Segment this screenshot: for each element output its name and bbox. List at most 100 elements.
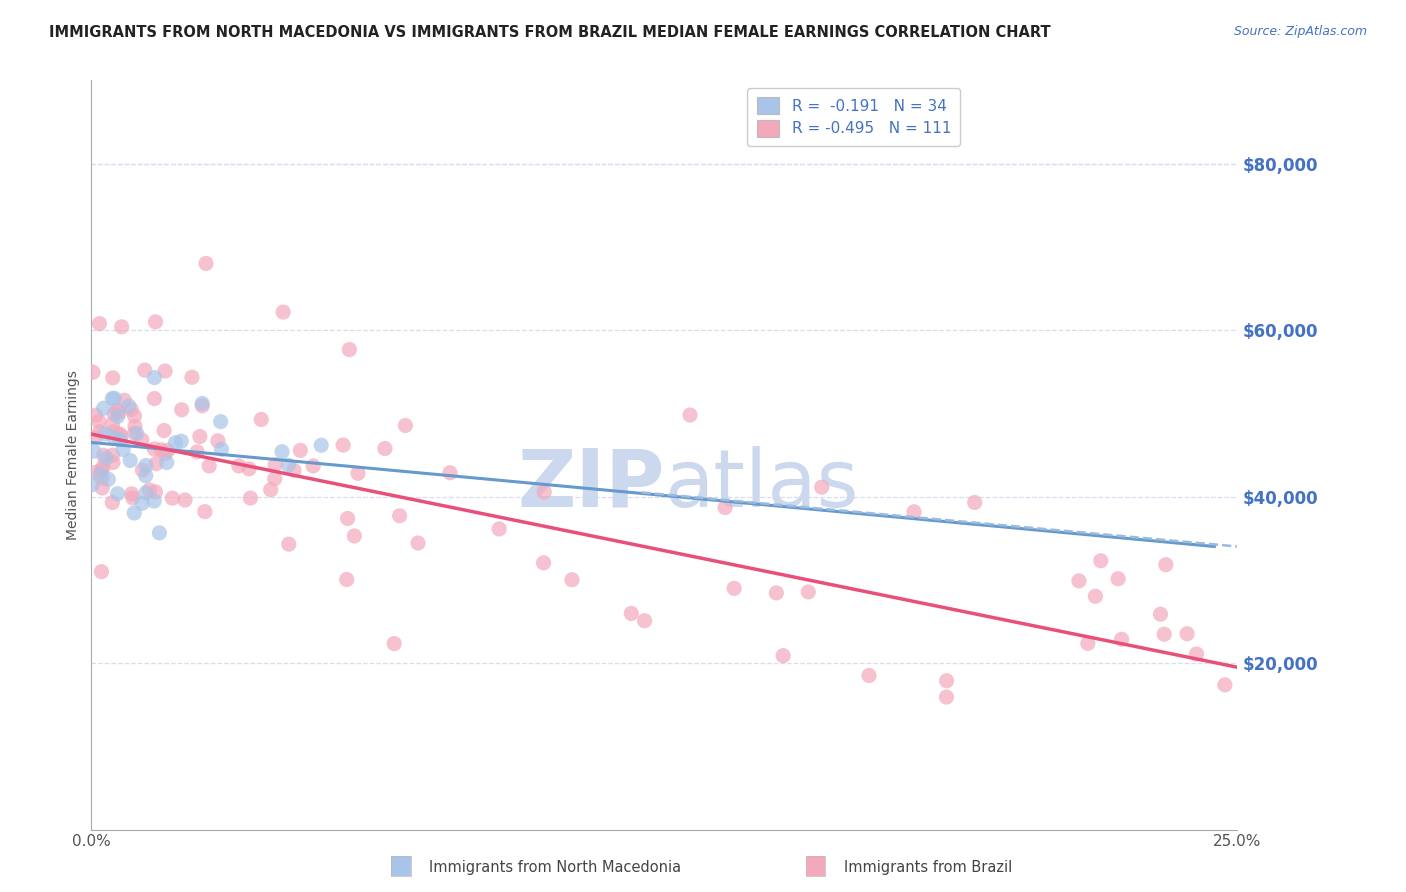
Point — [131, 463, 153, 477]
Point — [153, 364, 176, 378]
Point — [97, 472, 120, 486]
Point — [263, 472, 285, 486]
Point — [374, 442, 396, 456]
Point — [89, 317, 111, 331]
Point — [194, 505, 217, 519]
Point — [264, 458, 287, 472]
Point — [156, 456, 179, 470]
Point — [90, 463, 112, 477]
Point — [80, 478, 103, 492]
Point — [150, 442, 173, 457]
Point — [277, 537, 299, 551]
Point — [1185, 647, 1208, 661]
Point — [188, 429, 211, 443]
Point — [174, 493, 197, 508]
Point — [533, 484, 555, 499]
Point — [290, 443, 312, 458]
Point — [155, 447, 177, 461]
Point — [1084, 589, 1107, 603]
Point — [101, 448, 124, 462]
Point — [135, 458, 157, 473]
Point — [1175, 626, 1198, 640]
Point — [162, 491, 184, 505]
Point — [120, 402, 142, 417]
Point — [309, 438, 332, 452]
Point — [143, 494, 166, 508]
Text: Source: ZipAtlas.com: Source: ZipAtlas.com — [1233, 25, 1367, 38]
Point — [302, 458, 325, 473]
Point — [858, 668, 880, 682]
Point — [238, 462, 260, 476]
Point — [91, 471, 114, 485]
Point — [84, 430, 107, 444]
Point — [439, 466, 461, 480]
Point — [765, 586, 787, 600]
Point — [332, 438, 354, 452]
Text: ZIP: ZIP — [517, 446, 664, 524]
Point — [148, 525, 170, 540]
Point — [134, 363, 156, 377]
Point — [633, 614, 655, 628]
Point — [108, 433, 131, 447]
Point — [89, 467, 111, 482]
Point — [108, 406, 131, 420]
Point — [153, 424, 176, 438]
Point — [84, 408, 107, 422]
Point — [488, 522, 510, 536]
Text: Immigrants from Brazil: Immigrants from Brazil — [844, 860, 1012, 874]
Point — [107, 409, 129, 424]
Point — [121, 491, 143, 505]
Point — [101, 455, 124, 469]
Point — [1090, 554, 1112, 568]
Point — [1154, 558, 1177, 572]
Point — [145, 484, 167, 499]
Point — [810, 480, 832, 494]
Point — [394, 418, 416, 433]
Point — [82, 365, 104, 379]
Point — [103, 407, 125, 421]
Point — [186, 445, 208, 459]
Point — [772, 648, 794, 663]
Point — [250, 412, 273, 426]
Point — [191, 396, 214, 410]
Point — [122, 506, 145, 520]
Point — [347, 467, 370, 481]
Text: Immigrants from North Macedonia: Immigrants from North Macedonia — [429, 860, 682, 874]
Point — [135, 486, 157, 500]
Point — [228, 458, 250, 473]
Point — [343, 529, 366, 543]
Point — [561, 573, 583, 587]
Point — [903, 505, 925, 519]
Point — [156, 443, 179, 458]
Point — [194, 256, 217, 270]
Point — [89, 425, 111, 439]
Point — [84, 465, 107, 479]
Point — [620, 607, 643, 621]
Point — [271, 444, 294, 458]
Point — [91, 460, 114, 475]
Point — [1111, 632, 1133, 647]
Point — [143, 442, 166, 456]
Point — [120, 453, 142, 467]
Point — [101, 417, 124, 431]
Point — [91, 481, 114, 495]
Point — [382, 637, 405, 651]
Point — [797, 585, 820, 599]
Point — [277, 458, 299, 473]
Point — [145, 457, 167, 471]
Point — [406, 536, 429, 550]
Point — [94, 426, 117, 441]
Point — [679, 408, 702, 422]
Point — [135, 468, 157, 483]
Point — [101, 392, 124, 406]
Y-axis label: Median Female Earnings: Median Female Earnings — [66, 370, 80, 540]
Point — [101, 371, 124, 385]
Point — [138, 483, 160, 497]
Point — [112, 393, 135, 408]
Point — [121, 487, 143, 501]
Point — [165, 435, 187, 450]
Point — [143, 392, 166, 406]
Point — [108, 426, 131, 441]
Point — [94, 451, 117, 466]
Point — [93, 401, 115, 416]
